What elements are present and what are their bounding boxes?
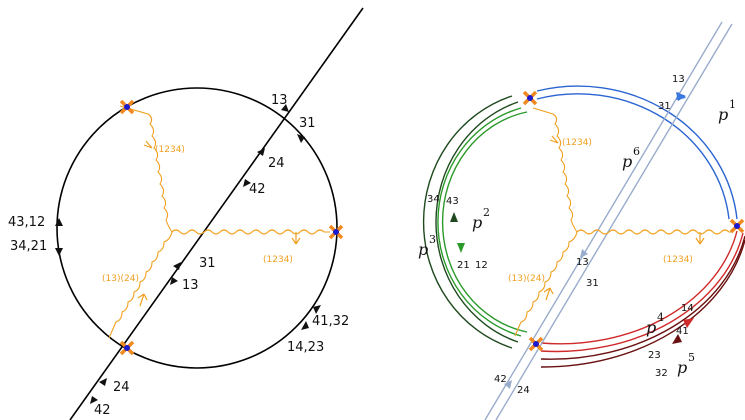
right-vertex-right: [729, 218, 745, 234]
arrow-p1-b: [676, 92, 686, 100]
arrow-p2: [457, 243, 465, 253]
right-label-13b: 13: [576, 257, 589, 268]
right-label-13: 13: [672, 74, 685, 85]
label-p1: p 1: [718, 98, 736, 124]
left-perm-right: (1234): [263, 255, 293, 265]
arrow-p6-bottom: [504, 380, 512, 389]
left-circle: [56, 87, 338, 369]
right-perm-bottom: (13)(24): [508, 274, 545, 284]
right-perm-right: (1234): [663, 255, 693, 265]
label-p2-base: p: [472, 213, 482, 232]
right-label-12: 12: [475, 260, 488, 271]
label-p5: p 5: [677, 351, 695, 377]
arrow-p3: [450, 212, 458, 222]
left-photon-arrow-right: [291, 232, 301, 245]
left-label-24b: 24: [113, 380, 130, 395]
right-label-24: 24: [517, 385, 530, 396]
right-photon-arrow-top: [549, 135, 559, 144]
label-p2-sup: 2: [483, 206, 490, 219]
right-photon-arrow-bottom: [543, 287, 554, 301]
right-label-31: 31: [658, 101, 671, 112]
path-p5: [540, 235, 745, 368]
left-diagonal-line: [69, 7, 364, 420]
label-p3: p 3: [418, 233, 436, 259]
arrow-p4: [683, 318, 694, 328]
left-label-13b: 13: [182, 278, 199, 293]
left-label-1423: 14,23: [287, 340, 324, 355]
label-p6-sup: 6: [633, 145, 640, 158]
right-vertex-top: [522, 90, 538, 106]
label-p5-base: p: [677, 358, 687, 377]
left-arrowheads: [55, 104, 321, 404]
left-perm-top: (1234): [155, 145, 185, 155]
left-photon-arrow-top: [143, 140, 153, 149]
label-p6-base: p: [622, 152, 632, 171]
left-diagram: 13 31 24 42 43,12 34,21 31 13 41,32 14,2…: [8, 7, 364, 420]
right-label-32: 32: [655, 368, 668, 379]
label-p6: p 6: [622, 145, 640, 171]
right-photon-lines: [514, 107, 733, 337]
left-label-31b: 31: [199, 256, 216, 271]
right-label-21: 21: [457, 260, 470, 271]
arrow-p6-mid: [580, 249, 588, 258]
left-label-3421: 34,21: [10, 239, 47, 254]
right-label-31b: 31: [586, 278, 599, 289]
left-label-31: 31: [299, 116, 316, 131]
right-vertex-bottom: [528, 336, 544, 352]
left-vertex-bottom: [119, 340, 135, 356]
label-p4-sup: 4: [657, 311, 664, 324]
label-p4-base: p: [646, 318, 656, 337]
path-p2: [437, 107, 528, 337]
path-p6: [484, 21, 733, 420]
right-photon-arrow-right: [695, 232, 705, 245]
right-label-43: 43: [446, 196, 459, 207]
right-label-34: 34: [427, 194, 440, 205]
label-p4: p 4: [646, 311, 664, 337]
left-label-13: 13: [271, 93, 288, 108]
left-label-4312: 43,12: [8, 215, 45, 230]
label-p5-sup: 5: [688, 351, 695, 364]
left-label-42: 42: [249, 182, 266, 197]
right-label-23: 23: [648, 350, 661, 361]
left-photon-arrow-bottom: [137, 293, 148, 307]
left-label-42b: 42: [94, 403, 111, 418]
left-perm-bottom: (13)(24): [102, 274, 139, 284]
label-p3-base: p: [418, 240, 428, 259]
left-label-24: 24: [268, 156, 285, 171]
right-label-42: 42: [494, 374, 507, 385]
left-label-4132: 41,32: [312, 314, 349, 329]
left-photon-lines: [108, 105, 330, 339]
left-vertex-right: [328, 224, 344, 240]
arrow-p5: [672, 334, 682, 344]
right-perm-top: (1234): [562, 138, 592, 148]
path-p3: [422, 95, 519, 349]
label-p2: p 2: [472, 206, 490, 232]
right-label-14: 14: [681, 303, 694, 314]
path-p4: [540, 230, 744, 353]
label-p1-base: p: [718, 105, 728, 124]
label-p1-sup: 1: [729, 98, 736, 111]
right-diagram: 13 31 34 43 21 12 13 31 14 41 23 32 42 2…: [418, 21, 745, 420]
right-label-41: 41: [676, 326, 689, 337]
left-vertex-top: [119, 99, 135, 115]
label-p3-sup: 3: [429, 233, 436, 246]
